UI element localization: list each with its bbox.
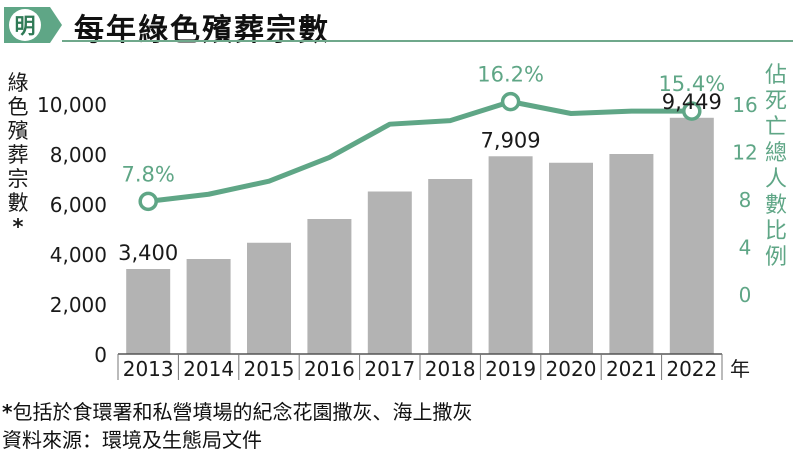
x-tick-label-2014: 2014 — [183, 357, 234, 381]
line-label-2013: 7.8% — [122, 162, 175, 186]
y-right-label-char-2: 亡 — [765, 115, 787, 140]
line-label-2022: 15.4% — [658, 72, 725, 96]
bar-2019 — [488, 156, 533, 354]
x-tick-label-2017: 2017 — [364, 357, 415, 381]
line-label-2019: 16.2% — [477, 63, 544, 87]
y-left-label-char-2: 殯 — [8, 119, 29, 143]
bar-2020 — [549, 162, 593, 354]
logo-badge: 明 — [4, 7, 62, 43]
y-right-tick-label-0: 0 — [739, 283, 752, 307]
bar-2018 — [428, 179, 473, 354]
bar-2014 — [186, 259, 231, 354]
x-tick-label-2018: 2018 — [425, 357, 476, 381]
y-left-tick-label-10000: 10,000 — [37, 93, 107, 117]
x-tick-label-2021: 2021 — [606, 357, 657, 381]
bar-2013 — [126, 269, 171, 354]
y-left-tick-label-4000: 4,000 — [50, 243, 107, 267]
line-marker-2022 — [682, 101, 702, 121]
y-right-label-char-0: 佔 — [765, 63, 787, 88]
x-axis-unit: 年 — [730, 357, 750, 381]
y-right-label-char-4: 人 — [765, 167, 787, 192]
x-tick-label-2020: 2020 — [546, 357, 597, 381]
y-right-tick-label-4: 4 — [739, 236, 752, 260]
y-right-label-char-1: 死 — [765, 89, 787, 114]
line-marker-2019 — [500, 91, 521, 112]
y-right-tick-label-12: 12 — [732, 141, 757, 165]
logo-circle — [9, 9, 41, 41]
bar-label-2019: 7,909 — [481, 128, 541, 152]
x-tick-label-2016: 2016 — [304, 357, 355, 381]
logo-text: 明 — [15, 14, 36, 38]
bar-2017 — [367, 191, 412, 354]
line-series-share — [145, 99, 695, 204]
y-left-label-char-1: 色 — [8, 95, 29, 119]
source-note: 資料來源：環境及生態局文件 — [2, 428, 262, 452]
x-tick-label-2019: 2019 — [485, 357, 536, 381]
bar-2015 — [247, 242, 291, 354]
chart-title: 每年綠色殯葬宗數 — [74, 13, 330, 48]
y-left-tick-label-2000: 2,000 — [50, 293, 107, 317]
bar-label-2022: 9,449 — [662, 90, 722, 114]
header-rule — [62, 40, 793, 42]
footnote-text: 包括於食環署和私營墳場的紀念花園撒灰、海上撒灰 — [12, 400, 473, 424]
bar-label-2013: 3,400 — [118, 241, 178, 265]
y-left-tick-label-0: 0 — [94, 343, 107, 367]
y-right-tick-label-8: 8 — [739, 188, 752, 212]
y-right-label-char-7: 例 — [765, 245, 787, 270]
x-tick-label-2022: 2022 — [666, 357, 717, 381]
bar-2016 — [307, 219, 352, 354]
y-left-label-char-6: * — [13, 215, 24, 239]
header: 明 每年綠色殯葬宗數 — [0, 0, 793, 52]
y-left-tick-label-6000: 6,000 — [50, 193, 107, 217]
chart: 2013 2014 2015 2016 2017 2018 2019 2020 2021 2022… — [8, 63, 788, 381]
footnote: *包括於食環署和私營墳場的紀念花園撒灰、海上撒灰 — [2, 396, 472, 425]
bar-2021 — [609, 154, 654, 354]
bar-2022 — [669, 117, 714, 355]
y-left-label-char-3: 葬 — [8, 143, 29, 167]
line-marker-2013 — [138, 191, 158, 212]
y-right-label-char-3: 總 — [765, 141, 787, 166]
y-left-label-char-0: 綠 — [8, 71, 29, 95]
y-left-label-char-4: 宗 — [8, 167, 29, 191]
y-right-tick-label-16: 16 — [732, 93, 757, 117]
y-right-label-char-6: 比 — [765, 219, 787, 244]
y-left-tick-label-8000: 8,000 — [50, 143, 107, 167]
x-tick-label-2015: 2015 — [244, 357, 295, 381]
x-tick-label-2013: 2013 — [123, 357, 174, 381]
y-right-label-char-5: 數 — [765, 193, 787, 218]
footnote-star: * — [2, 400, 13, 424]
y-left-label-char-5: 數 — [8, 191, 29, 215]
